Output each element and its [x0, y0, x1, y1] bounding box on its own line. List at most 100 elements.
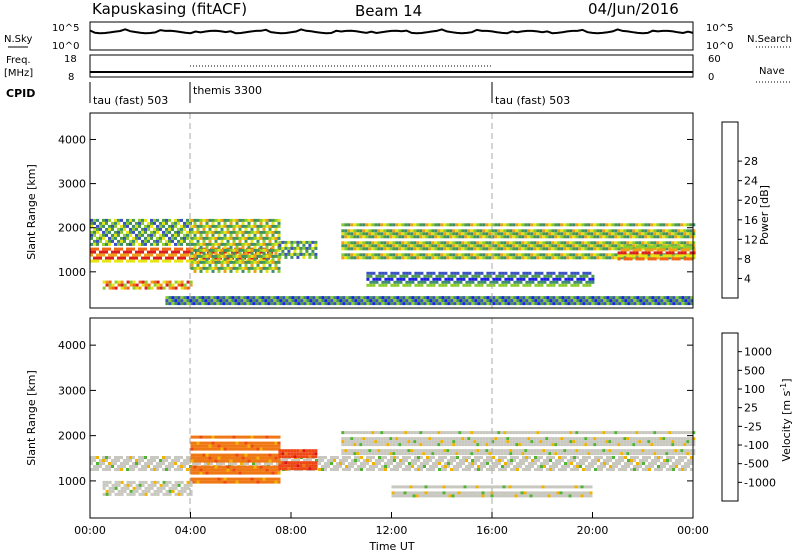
- scatter-cell: [196, 441, 200, 445]
- scatter-cell: [566, 437, 570, 441]
- scatter-cell: [450, 459, 453, 462]
- scatter-cell: [461, 235, 465, 239]
- scatter-cell: [216, 302, 220, 306]
- scatter-cell: [491, 232, 495, 236]
- scatter-cell: [455, 241, 459, 245]
- scatter-cell: [648, 296, 652, 300]
- scatter-cell: [396, 462, 399, 465]
- scatter-cell: [537, 271, 541, 275]
- scatter-cell: [528, 280, 532, 284]
- scatter-cell: [503, 443, 507, 447]
- scatter-cell: [208, 248, 212, 252]
- scatter-cell: [662, 248, 666, 252]
- scatter-cell: [627, 296, 631, 300]
- scatter-cell: [630, 462, 633, 465]
- scatter-cell: [402, 462, 405, 465]
- scatter-cell: [668, 235, 672, 239]
- scatter-cell: [663, 465, 666, 468]
- scatter-cell: [519, 277, 523, 281]
- scatter-cell: [512, 449, 516, 453]
- scatter-cell: [491, 247, 495, 251]
- scatter-cell: [669, 302, 673, 306]
- scatter-cell: [390, 296, 394, 300]
- scatter-cell: [572, 437, 576, 441]
- scatter-cell: [147, 239, 150, 243]
- scatter-cell: [241, 233, 245, 237]
- scatter-cell: [494, 440, 498, 444]
- scatter-cell: [312, 302, 316, 306]
- scatter-cell: [262, 456, 266, 460]
- scatter-cell: [528, 283, 532, 287]
- scatter-cell: [534, 274, 538, 278]
- scatter-cell: [401, 229, 405, 233]
- scatter-cell: [404, 235, 408, 239]
- scatter-cell: [488, 449, 492, 453]
- scatter-cell: [506, 256, 510, 260]
- scatter-cell: [147, 236, 150, 240]
- scatter-cell: [614, 431, 618, 435]
- scatter-cell: [597, 459, 600, 462]
- scatter-cell: [645, 299, 649, 303]
- scatter-cell: [366, 462, 369, 465]
- scatter-cell: [180, 465, 183, 468]
- scatter-cell: [368, 443, 372, 447]
- scatter-cell: [193, 471, 197, 475]
- scatter-cell: [498, 302, 502, 306]
- scatter-cell: [441, 465, 444, 468]
- scatter-cell: [498, 456, 501, 459]
- scatter-cell: [470, 223, 474, 227]
- scatter-cell: [546, 462, 549, 465]
- scatter-cell: [226, 447, 230, 451]
- scatter-cell: [606, 456, 609, 459]
- scatter-cell: [274, 263, 278, 267]
- scatter-cell: [359, 247, 363, 251]
- scatter-cell: [168, 299, 172, 303]
- scatter-cell: [174, 242, 177, 246]
- scatter-cell: [522, 271, 526, 275]
- scatter-cell: [668, 254, 672, 258]
- scatter-cell: [183, 224, 186, 228]
- scatter-cell: [521, 437, 525, 441]
- scatter-cell: [238, 447, 242, 451]
- scatter-cell: [410, 241, 414, 245]
- scatter-cell: [467, 253, 471, 257]
- scatter-cell: [551, 229, 555, 233]
- scatter-cell: [246, 462, 249, 465]
- scatter-cell: [515, 440, 519, 444]
- scatter-cell: [208, 459, 212, 463]
- scatter-cell: [234, 296, 238, 300]
- scatter-cell: [129, 483, 133, 487]
- scatter-cell: [369, 283, 373, 287]
- scatter-cell: [214, 266, 218, 270]
- scatter-cell: [244, 224, 248, 228]
- scatter-cell: [306, 296, 310, 300]
- scatter-cell: [491, 256, 495, 260]
- scatter-cell: [422, 235, 426, 239]
- scatter-cell: [432, 299, 436, 303]
- scatter-cell: [196, 260, 200, 264]
- scatter-cell: [425, 449, 429, 453]
- scatter-cell: [165, 465, 168, 468]
- scatter-cell: [159, 256, 162, 260]
- scatter-cell: [686, 431, 690, 435]
- scatter-cell: [527, 244, 531, 248]
- scatter-cell: [468, 465, 471, 468]
- scatter-cell: [581, 229, 585, 233]
- scatter-cell: [156, 462, 159, 465]
- scatter-cell: [420, 296, 424, 300]
- scatter-cell: [476, 256, 480, 260]
- scatter-cell: [536, 244, 540, 248]
- scatter-cell: [578, 449, 582, 453]
- scatter-cell: [162, 459, 165, 462]
- scatter-cell: [341, 253, 345, 257]
- scatter-cell: [235, 254, 239, 258]
- scatter-cell: [108, 242, 111, 246]
- scatter-cell: [259, 245, 263, 249]
- scatter-cell: [465, 459, 468, 462]
- scatter-cell: [265, 257, 269, 261]
- scatter-cell: [629, 247, 633, 251]
- scatter-cell: [411, 296, 415, 300]
- scatter-cell: [223, 480, 227, 484]
- scatter-cell: [253, 245, 257, 249]
